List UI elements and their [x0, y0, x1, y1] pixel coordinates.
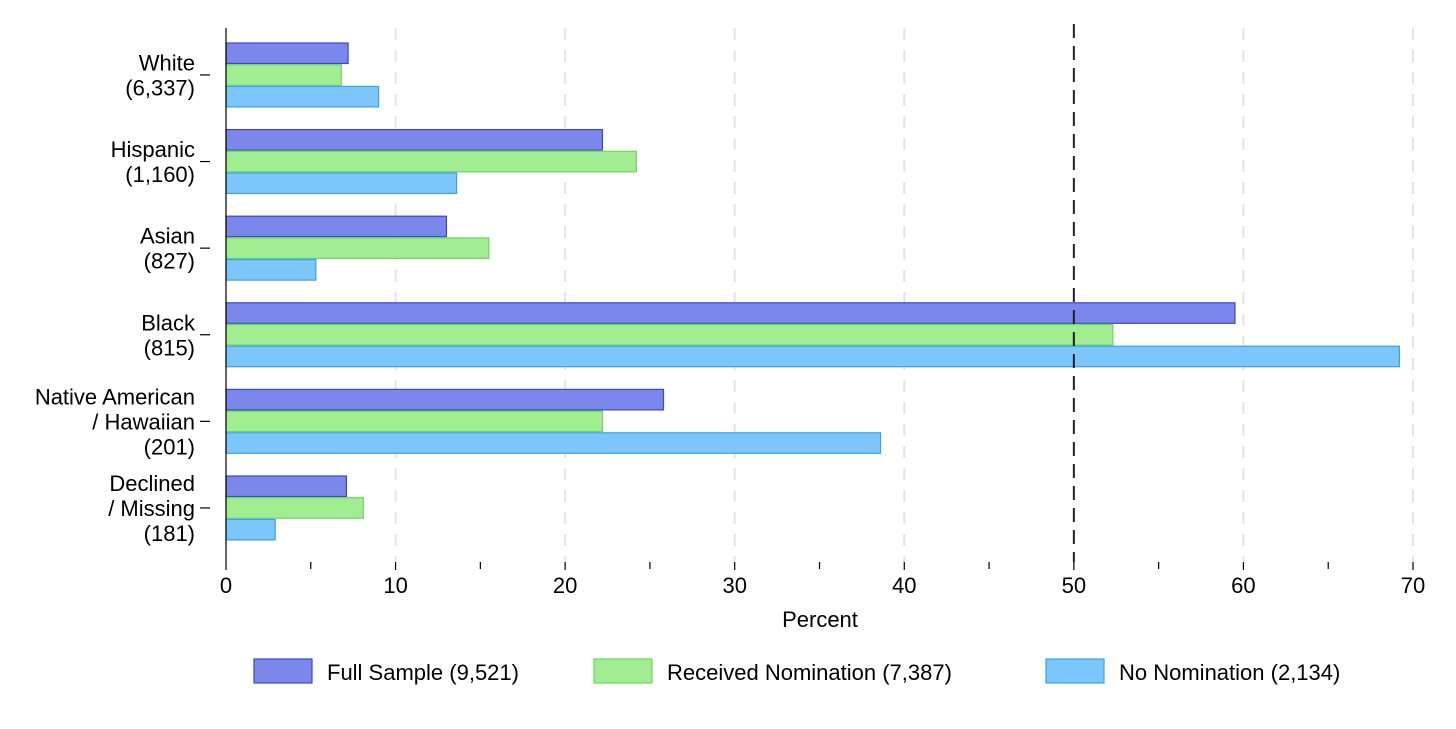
bar [225, 150, 637, 173]
bar [225, 432, 882, 454]
category-label: (6,337) [125, 75, 195, 100]
x-axis-title: Percent [782, 607, 858, 632]
category-label: (815) [144, 335, 195, 360]
x-tick-label: 0 [220, 573, 232, 598]
bar [225, 129, 604, 151]
category-label: Asian [140, 224, 195, 249]
x-tick-label: 70 [1401, 573, 1425, 598]
legend-label: Full Sample (9,521) [327, 660, 519, 685]
category-label: (201) [144, 434, 195, 459]
bar [225, 323, 1114, 346]
legend: Full Sample (9,521) Received Nomination (… [253, 658, 1340, 685]
x-tick-label: 50 [1062, 573, 1086, 598]
x-tick-label: 40 [892, 573, 916, 598]
x-tick-label: 30 [722, 573, 746, 598]
x-axis: 0 10 20 30 40 50 60 70 [200, 28, 1425, 598]
bar [225, 42, 349, 65]
category-labels: White(6,337) Hispanic(1,160) Asian(827) Bla… [35, 50, 196, 546]
x-tick-label: 60 [1231, 573, 1255, 598]
bar [225, 302, 1236, 324]
category-label: White [139, 50, 195, 75]
bar [225, 475, 347, 498]
bar [225, 410, 604, 433]
legend-swatch [253, 658, 313, 684]
legend-label: No Nomination (2,134) [1119, 660, 1340, 685]
legend-label: Received Nomination (7,387) [667, 660, 952, 685]
grid-lines [394, 28, 1414, 562]
category-label: Hispanic [111, 137, 195, 162]
bar [225, 345, 1401, 368]
bar [225, 237, 490, 259]
category-label: (181) [144, 521, 195, 546]
bar [225, 215, 448, 238]
bar [225, 388, 665, 411]
category-label: (827) [144, 249, 195, 274]
bar [225, 518, 276, 541]
bar [225, 64, 342, 86]
x-tick-label: 20 [553, 573, 577, 598]
legend-swatch [593, 658, 653, 684]
category-label: Declined [109, 471, 195, 496]
bar [225, 497, 364, 519]
category-label: (1,160) [125, 162, 195, 187]
category-label: Black [141, 310, 196, 335]
category-label: / Missing [108, 496, 195, 521]
bar [225, 259, 317, 281]
bar [225, 85, 380, 108]
bars [225, 42, 1401, 541]
category-label: Native American [35, 384, 195, 409]
legend-swatch [1045, 658, 1105, 684]
x-tick-label: 10 [383, 573, 407, 598]
bar [225, 172, 458, 195]
category-label: / Hawaiian [92, 409, 195, 434]
